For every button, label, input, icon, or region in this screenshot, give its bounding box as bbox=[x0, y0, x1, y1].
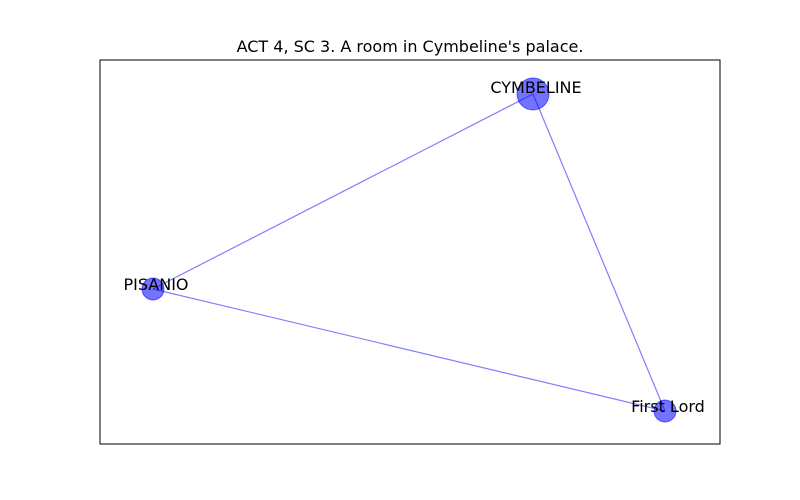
node-cymbeline bbox=[516, 77, 550, 111]
figure-title: ACT 4, SC 3. A room in Cymbeline's palac… bbox=[237, 37, 584, 56]
edges-layer bbox=[152, 93, 666, 412]
node-label-cymbeline: CYMBELINE bbox=[490, 78, 581, 97]
node-first-lord bbox=[653, 399, 677, 423]
node-label-pisanio: PISANIO bbox=[123, 275, 188, 294]
labels-layer: CYMBELINE PISANIO First Lord bbox=[123, 78, 704, 416]
edge-cymbeline-first-lord bbox=[532, 93, 666, 412]
node-label-first-lord: First Lord bbox=[631, 397, 705, 416]
nodes-layer bbox=[141, 77, 677, 423]
node-pisanio bbox=[141, 277, 165, 301]
edge-cymbeline-pisanio bbox=[152, 93, 534, 290]
edge-pisanio-first-lord bbox=[152, 288, 666, 412]
plot-frame bbox=[99, 59, 721, 445]
